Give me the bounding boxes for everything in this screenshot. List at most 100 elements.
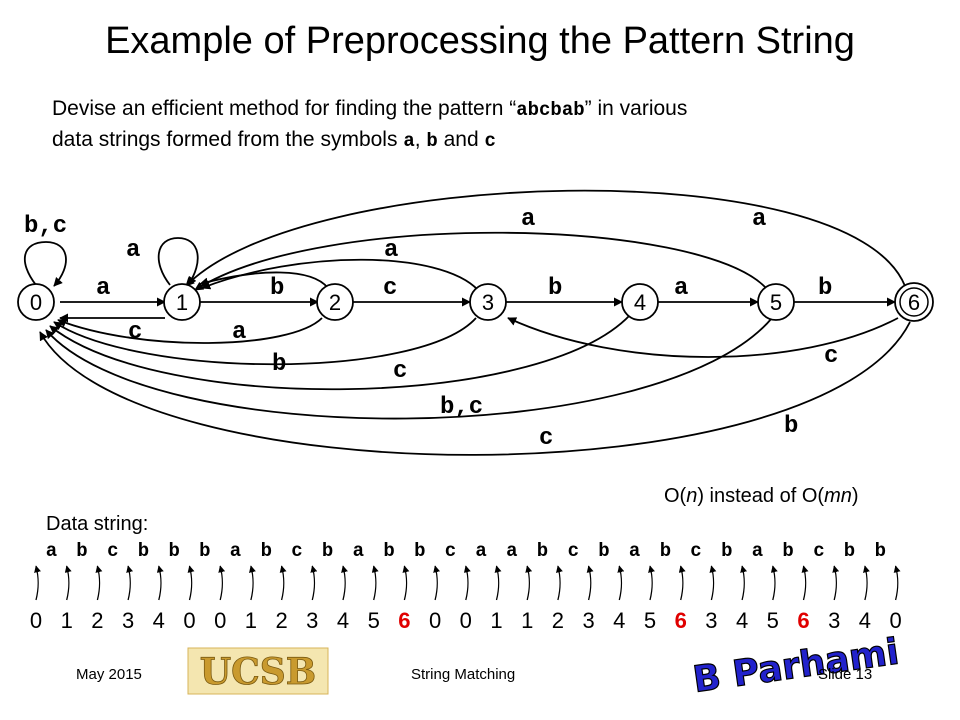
edge-self-loop-1 [157,237,199,286]
label-4-5: a [674,275,688,302]
data-char: a [353,540,364,562]
state-value: 5 [644,608,656,633]
footer-date: May 2015 [76,666,142,683]
state-value: 1 [490,608,502,633]
state-value: 4 [859,608,871,633]
transition-arrow [648,565,655,601]
data-char: b [383,540,394,562]
data-char: c [813,540,824,562]
state-value: 1 [245,608,257,633]
label-1-0: c [128,319,142,346]
edge-4-0 [49,314,631,391]
transition-arrow [218,565,226,601]
state-value-match: 6 [675,608,687,633]
edge-3-0 [53,317,477,366]
data-char: b [844,540,855,562]
label-0-1: a [96,275,110,302]
footer-slide-number: Slide 13 [818,666,872,683]
label-1-2: b [270,275,284,302]
state-0: 0 [17,283,55,321]
edge-6-4 [507,317,899,358]
state-5: 5 [757,283,795,321]
label-2-3: c [383,275,397,302]
data-char: a [629,540,640,562]
state-value: 0 [214,608,226,633]
data-char: b [138,540,149,562]
edge-5-1 [194,231,767,291]
state-value-match: 6 [797,608,809,633]
state-value: 0 [30,608,42,633]
svg-text:UCSB: UCSB [200,651,316,693]
label-5-1: a [521,206,535,233]
data-char: b [660,540,671,562]
footer-topic: String Matching [411,666,515,683]
data-char: b [537,540,548,562]
label-3-4: b [548,275,562,302]
data-char: b [721,540,732,562]
description-line-1: Devise an efficient method for finding t… [52,97,688,121]
transition-arrow [494,565,502,601]
label-6-1: a [752,206,766,233]
label-2-1: a [232,319,246,346]
data-string-label: Data string: [46,513,148,535]
label-5-0: c [539,425,553,452]
data-char: b [168,540,179,562]
data-char: c [291,540,302,562]
transition-arrow [893,565,901,601]
label-2-0: b [272,351,286,378]
transition-arrow [863,565,870,601]
label-5-6: b [818,275,832,302]
transition-arrows [34,565,901,601]
state-value: 0 [429,608,441,633]
transition-arrow [463,565,471,601]
data-char: c [107,540,118,562]
description-line-2: data strings formed from the symbols a, … [52,128,496,152]
state-value-match: 6 [398,608,410,633]
transition-arrow [371,565,379,601]
transition-arrow [832,565,840,601]
svg-text:6: 6 [908,290,920,315]
edge-self-loop-0 [23,241,67,287]
transition-arrow [801,565,809,601]
state-value: 3 [122,608,134,633]
data-char: a [46,540,57,562]
label-3-1: a [384,237,398,264]
data-char: b [322,540,333,562]
transition-arrow [156,565,164,601]
data-char: b [414,540,425,562]
edge-3-1 [201,258,479,291]
state-2: 2 [316,283,354,321]
state-value: 3 [582,608,594,633]
state-value: 4 [613,608,625,633]
transition-arrow [556,565,563,601]
svg-text:1: 1 [176,290,188,315]
state-value: 2 [552,608,564,633]
label-3-0: c [393,358,407,385]
edge-6-0 [39,321,911,456]
transition-arrow [433,565,441,601]
data-char: b [598,540,609,562]
transition-arrow [126,565,134,601]
state-value: 4 [736,608,748,633]
label-4-0: b,c [440,394,483,421]
data-char: b [875,540,886,562]
data-char: c [568,540,579,562]
state-value: 4 [153,608,165,633]
state-6-accepting: 6 [894,282,934,322]
data-char: b [199,540,210,562]
svg-text:0: 0 [30,290,42,315]
state-value: 1 [61,608,73,633]
svg-text:4: 4 [634,290,646,315]
transition-arrow [187,565,195,601]
state-4: 4 [621,283,659,321]
state-value: 3 [306,608,318,633]
edge-6-1 [185,189,906,287]
data-char: b [261,540,272,562]
svg-text:5: 5 [770,290,782,315]
state-value: 0 [460,608,472,633]
data-char: a [475,540,486,562]
transition-arrow [678,565,686,601]
complexity-note: O(n) instead of O(mn) [664,485,859,507]
state-value: 2 [91,608,103,633]
